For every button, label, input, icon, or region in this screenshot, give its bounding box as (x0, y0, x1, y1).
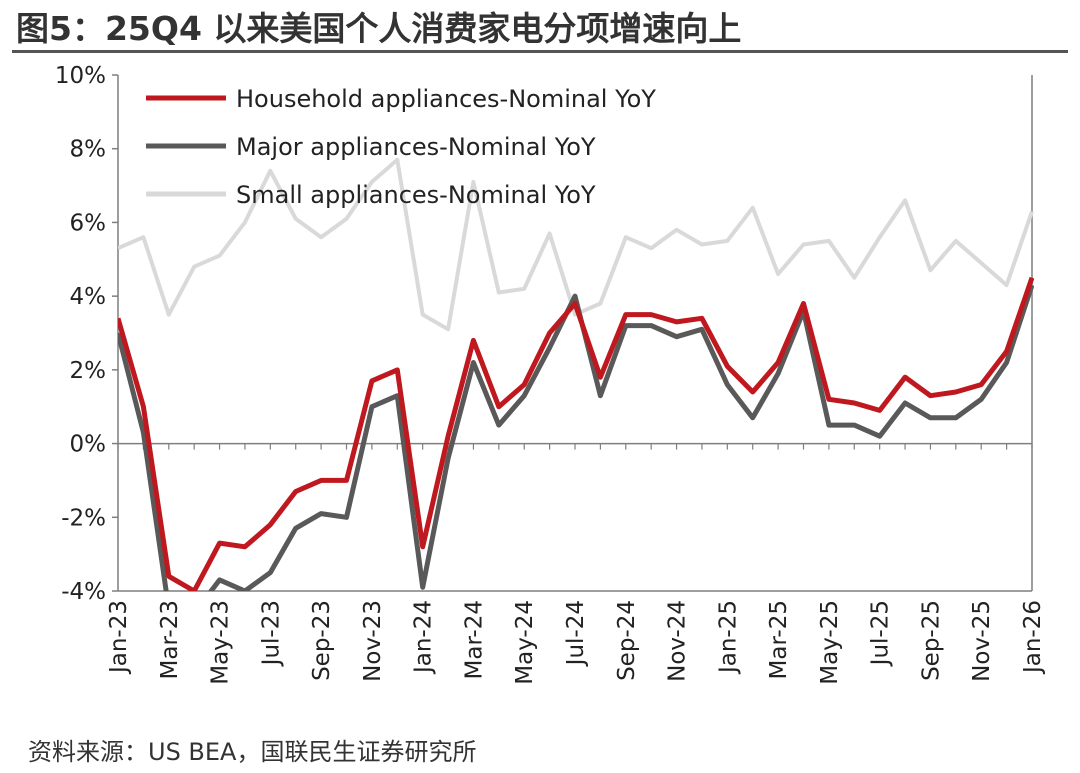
x-tick-label: Sep-23 (309, 600, 335, 681)
x-tick-label: Nov-23 (360, 600, 386, 682)
x-tick-label: May-24 (512, 600, 538, 685)
x-tick-label: May-23 (208, 600, 234, 685)
x-tick-label: Mar-25 (766, 600, 792, 680)
major-appliances-line (118, 284, 1034, 591)
x-tick-label: Jul-23 (258, 600, 284, 667)
x-tick-label: Nov-24 (665, 600, 691, 682)
legend-major-appliances-label: Major appliances-Nominal YoY (236, 133, 596, 161)
y-tick-label: 6% (70, 210, 107, 236)
x-tick-label: May-25 (817, 600, 843, 685)
legend-small-appliances-label: Small appliances-Nominal YoY (236, 181, 596, 209)
household-appliances-line (118, 276, 1034, 591)
y-tick-label: 2% (70, 358, 107, 384)
x-tick-label: Sep-24 (614, 600, 640, 681)
x-tick-label: Jul-24 (563, 600, 589, 667)
chart-axes: -4% -2% 0% 2% 4% 6% 8% 10% Jan-23 Mar-23 May-23 Jul… (55, 63, 1046, 685)
x-tick-label: Jan-24 (411, 600, 437, 675)
x-tick-label: Jan-26 (1020, 600, 1046, 675)
source-note: 资料来源：US BEA，国联民生证券研究所 (28, 738, 477, 766)
y-tick-label: 8% (70, 137, 107, 163)
y-tick-label: 0% (70, 432, 107, 458)
page-title: 图5：25Q4 以来美国个人消费家电分项增速向上 (16, 9, 742, 48)
small-appliances-line (118, 157, 1034, 332)
y-tick-label: -4% (61, 579, 106, 605)
x-tick-label: Jul-25 (868, 600, 894, 667)
x-tick-label: Sep-25 (918, 600, 944, 681)
y-tick-label: 10% (55, 63, 106, 89)
chart-series-lines (118, 157, 1034, 591)
x-tick-label: Jan-25 (715, 600, 741, 675)
x-tick-label: Mar-23 (157, 600, 183, 680)
y-tick-label: -2% (61, 505, 106, 531)
x-tick-label: Jan-23 (106, 600, 132, 675)
x-tick-label: Mar-24 (461, 600, 487, 680)
chart-legend: Household appliances-Nominal YoY Major ap… (146, 85, 656, 209)
x-tick-label: Nov-25 (969, 600, 995, 682)
title-divider (12, 50, 1068, 53)
y-tick-label: 4% (70, 284, 107, 310)
legend-household-appliances-label: Household appliances-Nominal YoY (236, 85, 656, 113)
